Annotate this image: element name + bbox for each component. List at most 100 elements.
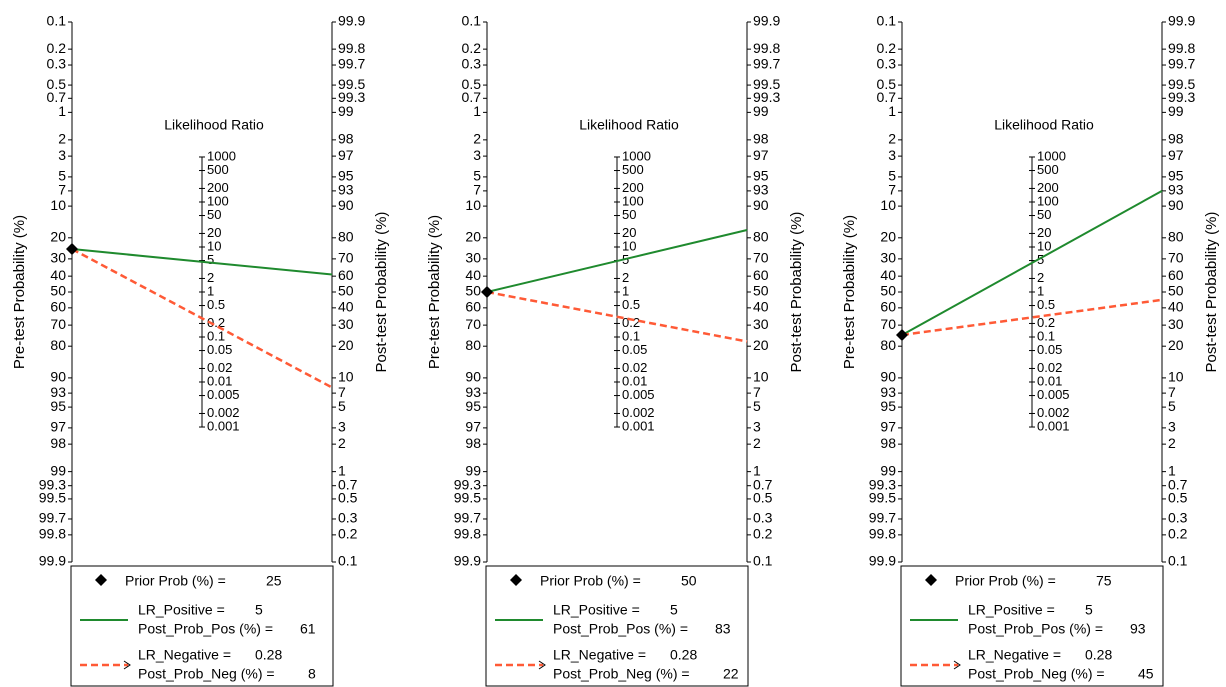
pre-test-tick-label: 99.8 bbox=[39, 526, 66, 542]
pre-test-tick-label: 93 bbox=[465, 384, 481, 400]
post-test-tick-label: 99.5 bbox=[753, 76, 780, 92]
lr-tick-label: 2 bbox=[1037, 270, 1044, 285]
lr-tick-label: 200 bbox=[207, 180, 229, 195]
post-test-tick-label: 80 bbox=[338, 229, 354, 245]
pre-test-tick-label: 1 bbox=[888, 103, 896, 119]
post-test-tick-label: 99.7 bbox=[338, 56, 365, 72]
pre-test-tick-label: 99.9 bbox=[39, 553, 66, 569]
post-test-tick-label: 30 bbox=[753, 316, 769, 332]
post-test-tick-label: 98 bbox=[338, 131, 354, 147]
legend-prior-label: Prior Prob (%) = bbox=[955, 573, 1056, 589]
post-test-tick-label: 97 bbox=[1168, 147, 1184, 163]
pre-test-tick-label: 30 bbox=[880, 250, 896, 266]
post-test-tick-label: 3 bbox=[338, 419, 346, 435]
lr-tick-label: 0.01 bbox=[1037, 373, 1062, 388]
prior-prob-marker bbox=[481, 286, 493, 298]
pre-test-tick-label: 0.1 bbox=[877, 13, 897, 29]
post-test-tick-label: 0.7 bbox=[338, 476, 358, 492]
post-test-axis-title: Post-test Probability (%) bbox=[1203, 212, 1220, 373]
post-test-tick-label: 99.8 bbox=[338, 40, 365, 56]
legend-post-pos-value: 61 bbox=[300, 621, 316, 637]
pre-test-tick-label: 99 bbox=[50, 462, 66, 478]
legend-post-pos-label: Post_Prob_Pos (%) = bbox=[553, 621, 688, 637]
pre-test-tick-label: 99.5 bbox=[869, 490, 896, 506]
lr-axis-title: Likelihood Ratio bbox=[579, 117, 679, 133]
legend-lr-neg-label: LR_Negative = bbox=[968, 647, 1061, 663]
pre-test-tick-label: 5 bbox=[473, 168, 481, 184]
post-test-tick-label: 60 bbox=[753, 267, 769, 283]
pre-test-tick-label: 0.5 bbox=[462, 76, 482, 92]
pre-test-tick-label: 70 bbox=[465, 316, 481, 332]
nomogram-panel-2: 0.10.20.30.50.71235710203040506070809093… bbox=[426, 13, 805, 687]
post-test-tick-label: 0.7 bbox=[1168, 476, 1188, 492]
post-test-tick-label: 2 bbox=[338, 435, 346, 451]
pre-test-tick-label: 60 bbox=[50, 299, 66, 315]
lr-tick-label: 0.1 bbox=[1037, 328, 1055, 343]
legend-prior-label: Prior Prob (%) = bbox=[540, 573, 641, 589]
pre-test-tick-label: 1 bbox=[58, 103, 66, 119]
pre-test-tick-label: 90 bbox=[50, 369, 66, 385]
post-test-tick-label: 30 bbox=[338, 316, 354, 332]
lr-tick-label: 0.005 bbox=[207, 387, 240, 402]
legend-lr-pos-label: LR_Positive = bbox=[968, 602, 1055, 618]
post-test-tick-label: 10 bbox=[1168, 369, 1184, 385]
lr-tick-label: 1 bbox=[622, 283, 629, 298]
post-test-tick-label: 0.1 bbox=[338, 553, 358, 569]
lr-tick-label: 5 bbox=[207, 252, 214, 267]
legend-lr-pos-value: 5 bbox=[670, 602, 678, 618]
post-test-tick-label: 95 bbox=[753, 168, 769, 184]
post-test-tick-label: 95 bbox=[1168, 168, 1184, 184]
post-test-tick-label: 0.7 bbox=[753, 476, 773, 492]
pre-test-tick-label: 7 bbox=[473, 182, 481, 198]
post-test-tick-label: 40 bbox=[338, 299, 354, 315]
pre-test-tick-label: 99.7 bbox=[869, 510, 896, 526]
pre-test-axis-title: Pre-test Probability (%) bbox=[11, 215, 28, 369]
pre-test-tick-label: 0.5 bbox=[877, 76, 897, 92]
post-test-tick-label: 0.3 bbox=[1168, 510, 1188, 526]
lr-tick-label: 500 bbox=[207, 162, 229, 177]
post-test-tick-label: 50 bbox=[338, 283, 354, 299]
pre-test-tick-label: 70 bbox=[880, 316, 896, 332]
pre-test-tick-label: 97 bbox=[880, 419, 896, 435]
pre-test-tick-label: 40 bbox=[880, 267, 896, 283]
pre-test-tick-label: 99 bbox=[880, 462, 896, 478]
post-test-tick-label: 99.8 bbox=[1168, 40, 1195, 56]
legend: Prior Prob (%) = 75 LR_Positive = 5 Post_Pro… bbox=[900, 565, 1164, 687]
legend-lr-pos-value: 5 bbox=[1085, 602, 1093, 618]
post-test-tick-label: 70 bbox=[1168, 250, 1184, 266]
pre-test-tick-label: 50 bbox=[880, 283, 896, 299]
post-test-tick-label: 99 bbox=[753, 103, 769, 119]
post-test-tick-label: 20 bbox=[753, 337, 769, 353]
post-test-tick-label: 50 bbox=[1168, 283, 1184, 299]
legend-lr-neg-value: 0.28 bbox=[255, 647, 282, 663]
post-test-tick-label: 40 bbox=[1168, 299, 1184, 315]
post-test-tick-label: 99 bbox=[338, 103, 354, 119]
pre-test-tick-label: 0.7 bbox=[877, 89, 897, 105]
pre-test-tick-label: 3 bbox=[58, 147, 66, 163]
post-test-tick-label: 0.1 bbox=[1168, 553, 1188, 569]
pre-test-tick-label: 80 bbox=[880, 337, 896, 353]
pre-test-tick-label: 98 bbox=[465, 435, 481, 451]
pre-test-tick-label: 99.9 bbox=[869, 553, 896, 569]
lr-tick-label: 0.001 bbox=[622, 418, 655, 433]
lr-tick-label: 0.2 bbox=[207, 315, 225, 330]
pre-test-tick-label: 93 bbox=[880, 384, 896, 400]
legend-post-pos-value: 93 bbox=[1130, 621, 1146, 637]
pre-test-tick-label: 0.2 bbox=[877, 40, 897, 56]
lr-tick-label: 0.1 bbox=[207, 328, 225, 343]
post-test-tick-label: 30 bbox=[1168, 316, 1184, 332]
lr-tick-label: 20 bbox=[622, 225, 636, 240]
lr-positive-line bbox=[901, 190, 1163, 336]
legend-post-neg-value: 22 bbox=[723, 666, 739, 682]
lr-tick-label: 0.5 bbox=[207, 297, 225, 312]
lr-tick-label: 2 bbox=[622, 270, 629, 285]
post-test-tick-label: 99.3 bbox=[338, 89, 365, 105]
lr-tick-label: 0.05 bbox=[207, 342, 232, 357]
legend-post-pos-label: Post_Prob_Pos (%) = bbox=[138, 621, 273, 637]
pre-test-tick-label: 90 bbox=[465, 369, 481, 385]
pre-test-tick-label: 5 bbox=[58, 168, 66, 184]
pre-test-tick-label: 20 bbox=[880, 229, 896, 245]
pre-test-tick-label: 0.7 bbox=[462, 89, 482, 105]
lr-tick-label: 50 bbox=[622, 207, 636, 222]
pre-test-tick-label: 30 bbox=[465, 250, 481, 266]
